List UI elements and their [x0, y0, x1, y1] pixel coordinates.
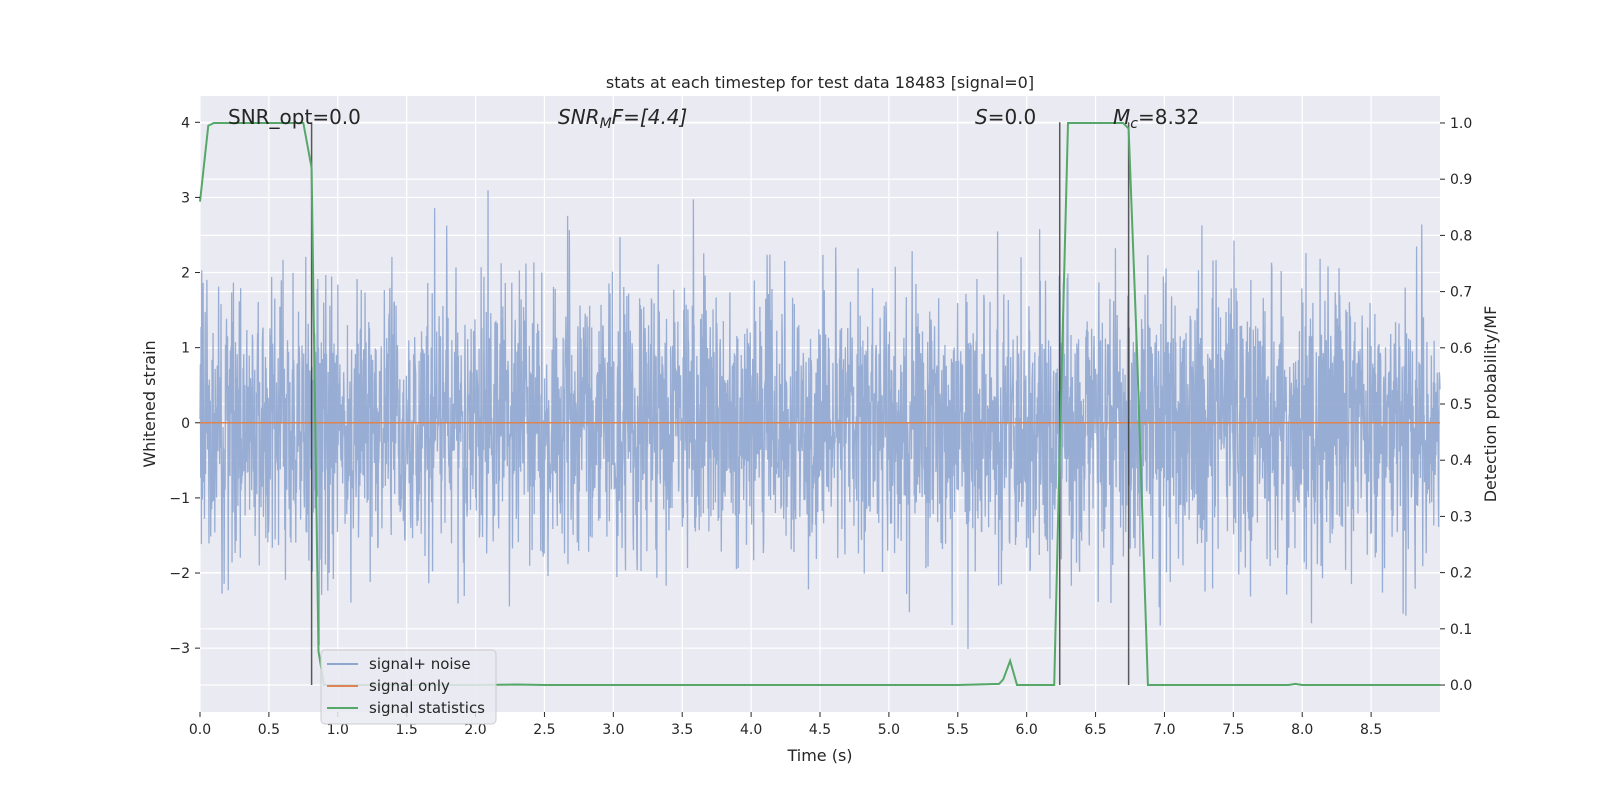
legend: signal+ noise signal only signal statist…	[320, 649, 497, 725]
y2-tick-label: 0.2	[1450, 566, 1472, 582]
signal-noise-series	[199, 190, 1441, 649]
y2-tick-label: 0.6	[1450, 341, 1472, 357]
y2-tick-label: 0.9	[1450, 172, 1472, 188]
mc-annotation: Mc=8.32	[1113, 105, 1199, 132]
y-tick-label: 0	[181, 416, 190, 432]
x-tick-label: 8.5	[1360, 722, 1382, 738]
y2-tick-label: 1.0	[1450, 116, 1472, 132]
y2-tick-label: 0.0	[1450, 678, 1472, 694]
y-tick-label: 1	[181, 341, 190, 357]
snr-opt-annotation: SNR_opt=0.0	[228, 105, 361, 129]
mc-main: M	[1113, 105, 1130, 129]
mc-sub: c	[1130, 116, 1138, 132]
legend-box	[320, 649, 497, 725]
x-tick-label: 4.0	[740, 722, 762, 738]
signal-noise-line	[199, 190, 1441, 649]
x-tick-label: 6.5	[1084, 722, 1106, 738]
x-tick-label: 2.0	[464, 722, 486, 738]
x-tick-label: 6.0	[1016, 722, 1038, 738]
y2-axis-label: Detection probability/MF	[1481, 306, 1500, 503]
x-tick-label: 1.5	[396, 722, 418, 738]
mc-rest: =8.32	[1138, 105, 1199, 129]
x-tick-label: 0.5	[258, 722, 280, 738]
x-tick-label: 5.0	[878, 722, 900, 738]
series-lines	[199, 121, 1440, 687]
y2-tick-label: 0.3	[1450, 509, 1472, 525]
signal-statistics-line	[199, 121, 1440, 687]
snr-mf-rest: F=[4.4]	[612, 105, 688, 129]
s-annotation: S=0.0	[975, 105, 1036, 129]
snr-mf-annotation: SNRMF=[4.4]	[558, 105, 687, 132]
y2-tick-label: 0.8	[1450, 228, 1472, 244]
axis-ticks: 0.0 0.5 1.0 1.5 2.0 2.5 3.0 3.5 4.0 4.5 5.0 5.5 6.0 6…	[169, 115, 1472, 738]
y-tick-label: 4	[181, 115, 190, 131]
y2-tick-label: 0.5	[1450, 397, 1472, 413]
x-tick-label: 4.5	[809, 722, 831, 738]
x-tick-label: 8.0	[1291, 722, 1313, 738]
y-tick-label: −3	[169, 641, 190, 657]
x-tick-label: 7.0	[1153, 722, 1175, 738]
chart-title: stats at each timestep for test data 184…	[606, 73, 1034, 92]
x-tick-label: 3.0	[602, 722, 624, 738]
x-tick-label: 5.5	[947, 722, 969, 738]
s-rest: =0.0	[988, 105, 1037, 129]
y-axis-label: Whitened strain	[140, 340, 159, 467]
x-tick-label: 3.5	[671, 722, 693, 738]
legend-label-signal-noise: signal+ noise	[369, 655, 471, 673]
x-tick-label: 7.5	[1222, 722, 1244, 738]
y-tick-label: 2	[181, 266, 190, 282]
x-tick-label: 0.0	[189, 722, 211, 738]
y2-tick-label: 0.4	[1450, 453, 1472, 469]
snr-mf-main: SNR	[558, 105, 600, 129]
y2-tick-label: 0.7	[1450, 285, 1472, 301]
y-tick-label: 3	[181, 190, 190, 206]
legend-label-signal-statistics: signal statistics	[369, 699, 485, 717]
s-italic: S	[975, 105, 988, 129]
legend-label-signal-only: signal only	[369, 677, 450, 695]
x-tick-label: 2.5	[533, 722, 555, 738]
y-tick-label: −1	[169, 491, 190, 507]
y2-tick-label: 0.1	[1450, 622, 1472, 638]
x-tick-label: 1.0	[327, 722, 349, 738]
x-axis-label: Time (s)	[786, 746, 852, 765]
snr-mf-sub: M	[600, 116, 612, 132]
y-tick-label: −2	[169, 566, 190, 582]
